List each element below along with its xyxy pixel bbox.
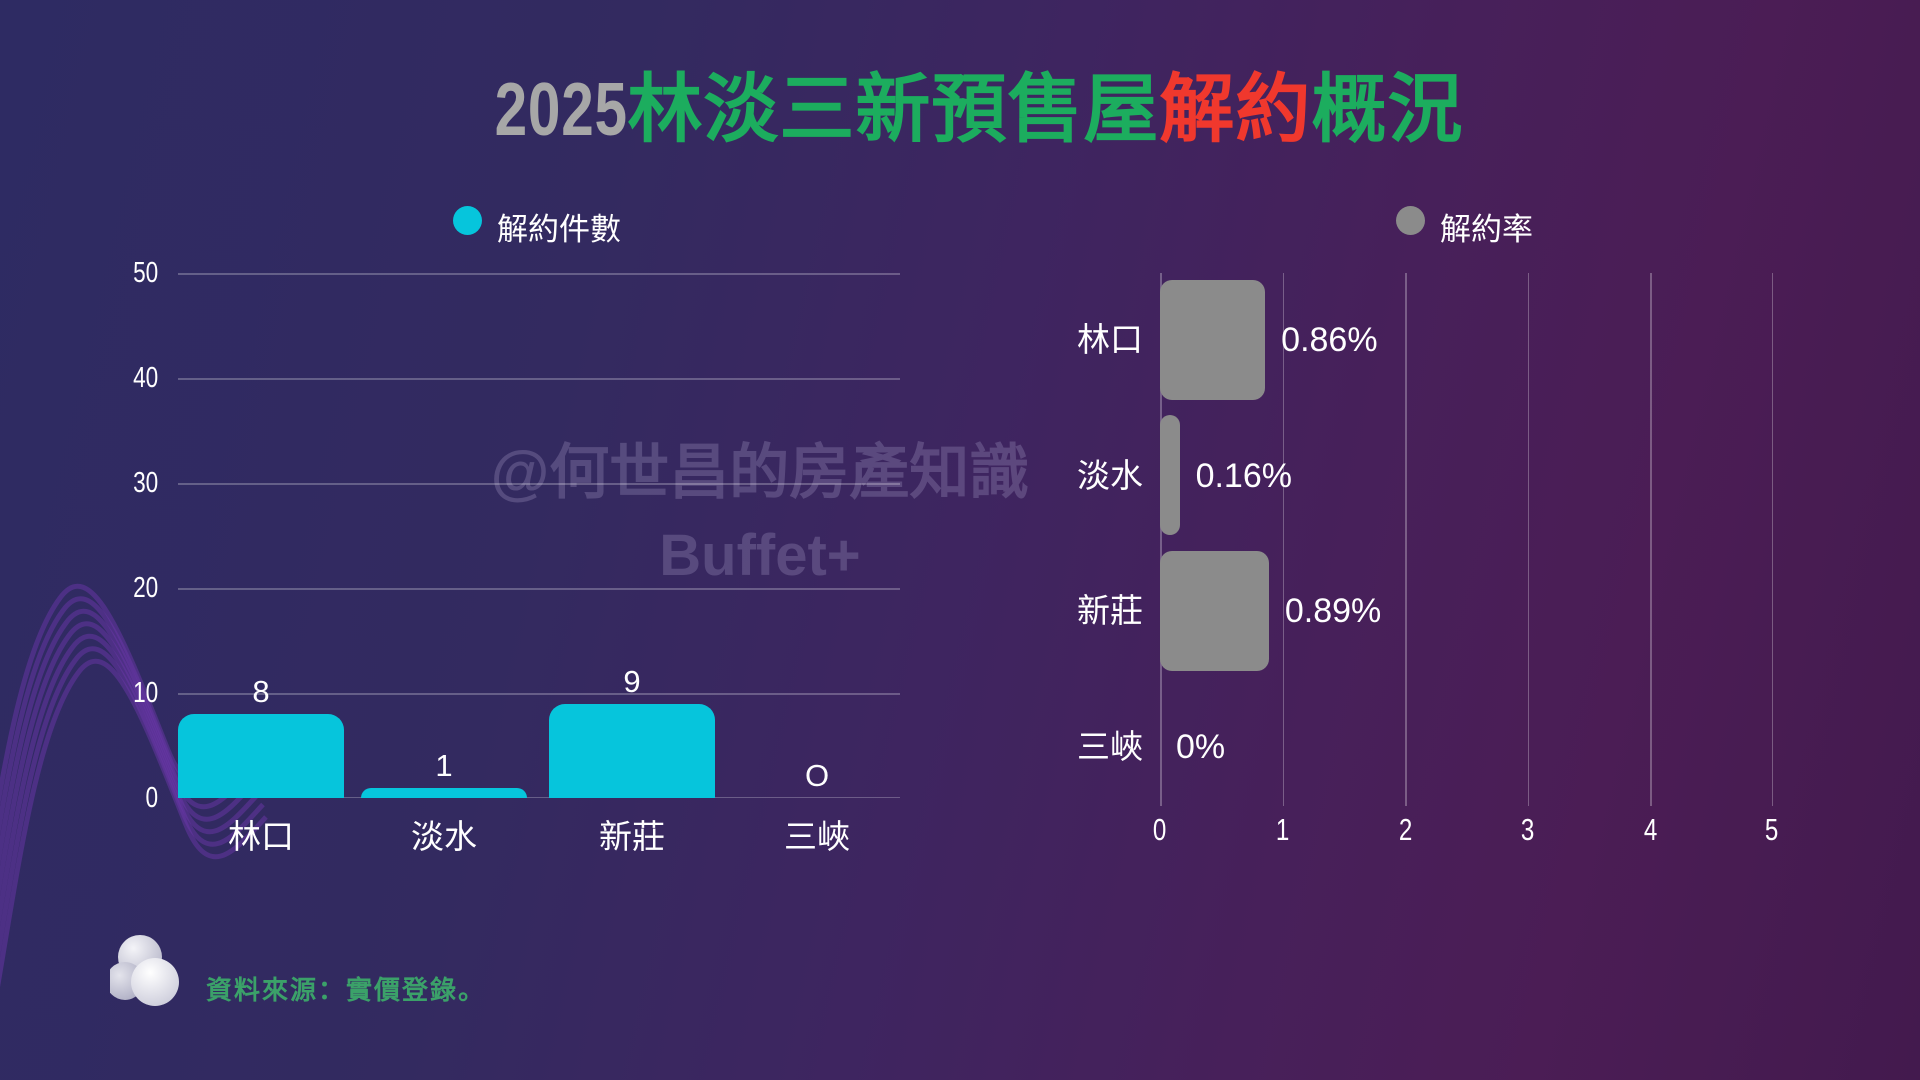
count-cat-tamsui: 淡水 [411,818,477,855]
watermark-line2: Buffet+ [659,523,861,588]
count-bar-chart-plot [178,273,900,798]
gridline [1160,273,1162,806]
page-title: 2025林淡三新預售屋解約概況 [0,48,1920,157]
gridline [178,483,900,485]
rate-cat-sanxia: 三峽 [1077,728,1143,765]
title-main: 林淡三新預售屋 [627,67,1160,151]
gridline [1405,273,1407,806]
left-ytick-20: 20 [132,572,158,604]
count-value-tamsui: 1 [435,747,453,783]
baseline-gridline [178,796,900,798]
rate-cat-xinzhuang: 新莊 [1077,592,1143,630]
title-tail: 概況 [1311,67,1464,151]
count-legend-dot-icon [453,206,482,235]
count-bar-tamsui [361,787,527,798]
watermark: @何世昌的房產知識 Buffet+ [430,438,1090,588]
rate-legend-label: 解約率 [1440,212,1533,247]
left-ytick-10: 10 [132,677,158,709]
title-year: 2025 [494,67,628,151]
gridline [1771,273,1773,806]
rate-value-linkou: 0.86% [1281,321,1378,359]
gridline [178,378,900,380]
left-ytick-0: 0 [145,782,158,814]
rate-cat-tamsui: 淡水 [1077,456,1143,494]
count-legend-label: 解約件數 [497,212,621,247]
title-highlight: 解約 [1159,67,1312,151]
gridline [178,273,900,275]
gridline [1282,273,1285,806]
rate-xtick-5: 5 [1764,812,1779,847]
count-bar-xinzhuang [549,703,715,798]
rate-value-tamsui: 0.16% [1195,456,1292,495]
gridline [1650,273,1652,806]
count-cat-linkou: 林口 [228,818,294,855]
rate-cat-linkou: 林口 [1077,321,1143,358]
rate-legend-dot-icon [1396,206,1425,235]
rate-bar-xinzhuang [1160,551,1269,671]
count-value-sanxia: O [804,758,830,793]
gridline [1527,273,1530,806]
cloud-logo-icon [110,935,179,1006]
left-ytick-30: 30 [132,467,158,499]
left-ytick-40: 40 [132,362,158,394]
count-cat-sanxia: 三峽 [784,818,850,855]
watermark-line1: @何世昌的房產知識 [490,439,1030,506]
rate-value-sanxia: 0% [1176,728,1226,766]
rate-xtick-1: 1 [1275,812,1290,847]
gridline [178,693,900,695]
count-cat-xinzhuang: 新莊 [599,818,665,855]
rate-bar-chart-plot [1160,273,1773,806]
count-bar-linkou [178,714,344,798]
rate-xtick-2: 2 [1398,812,1412,847]
rate-value-xinzhuang: 0.89% [1284,592,1382,631]
left-ytick-50: 50 [132,257,158,289]
rate-xtick-4: 4 [1643,812,1658,847]
rate-bar-linkou [1160,280,1266,400]
count-value-xinzhuang: 9 [623,663,641,699]
rate-bar-tamsui [1160,415,1180,535]
data-source-note: 資料來源：實價登錄。 [206,975,487,1005]
count-value-linkou: 8 [252,674,270,709]
gridline [178,588,900,590]
rate-xtick-3: 3 [1521,812,1535,847]
rate-xtick-0: 0 [1153,812,1167,847]
